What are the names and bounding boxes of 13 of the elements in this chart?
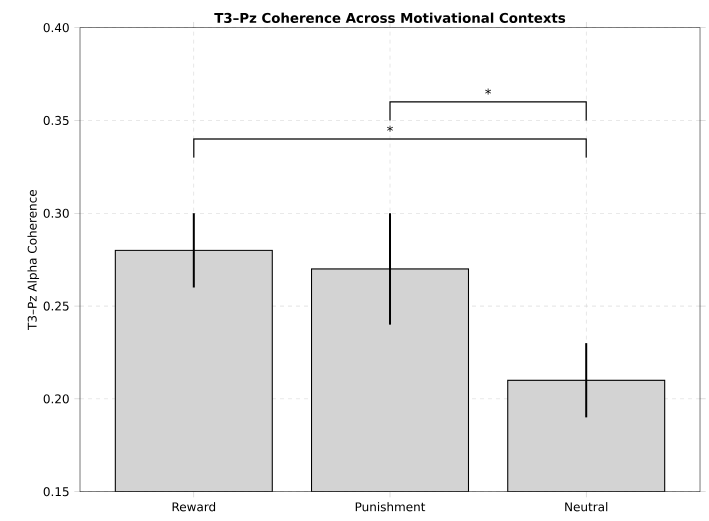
y-tick-label: 0.25 <box>44 302 69 311</box>
y-tick-label: 0.15 <box>44 487 69 496</box>
y-axis-title: T3–Pz Alpha Coherence <box>27 190 40 330</box>
y-tick-label: 0.35 <box>44 116 69 125</box>
x-tick-label: Neutral <box>565 502 608 512</box>
y-tick-label: 0.40 <box>44 23 69 32</box>
chart-title: T3–Pz Coherence Across Motivational Contexts <box>214 12 566 23</box>
y-tick-label: 0.20 <box>44 394 69 404</box>
y-tick-label: 0.30 <box>44 208 69 218</box>
annotation: * <box>387 126 393 132</box>
x-tick-label: Reward <box>172 502 216 512</box>
x-tick-label: Punishment <box>356 502 426 512</box>
annotation: * <box>485 88 492 95</box>
